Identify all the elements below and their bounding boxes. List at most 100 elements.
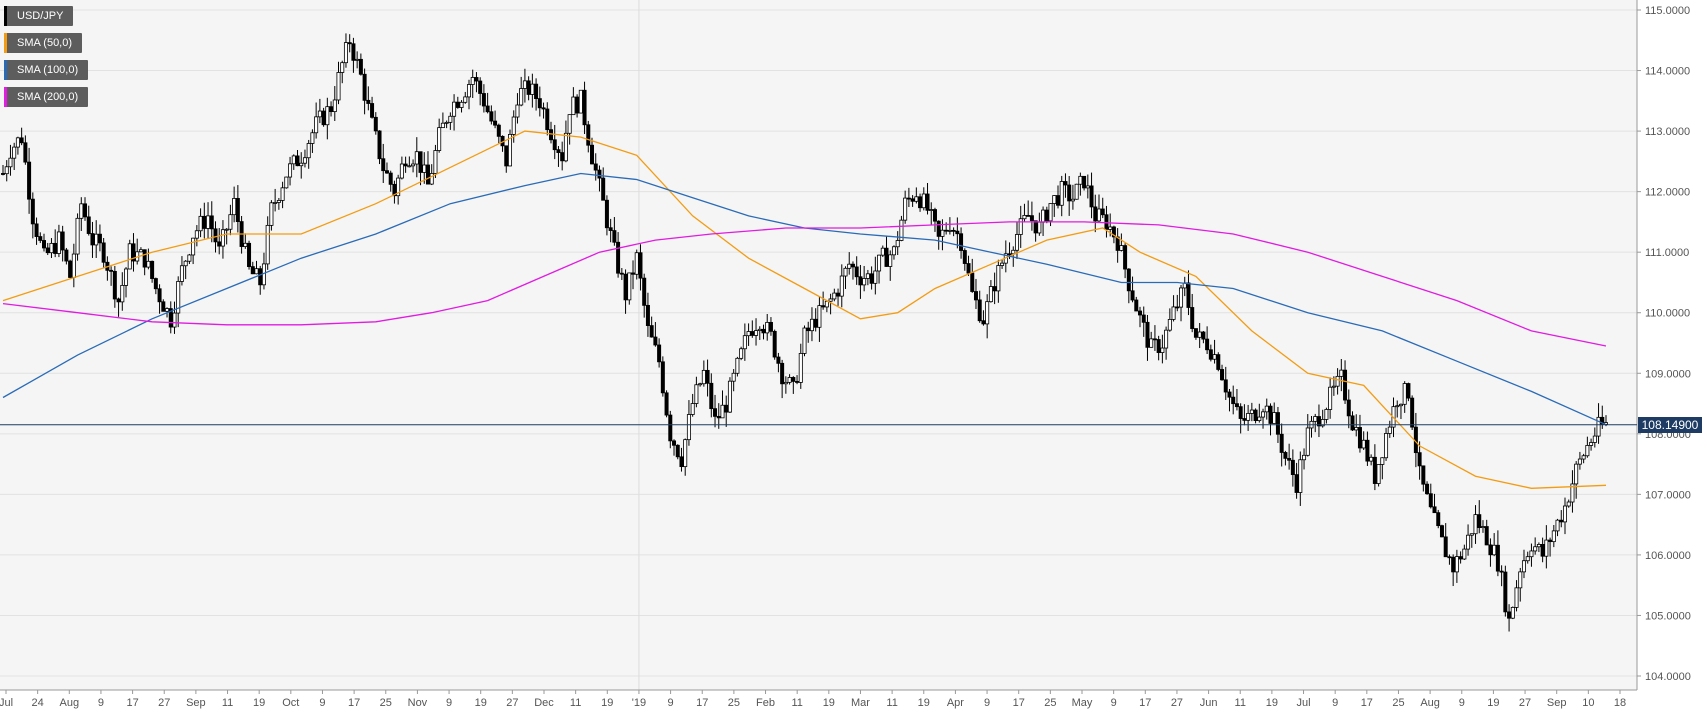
candle-body xyxy=(317,110,322,118)
x-tick-label: 11 xyxy=(1235,697,1246,709)
candle-body xyxy=(1033,220,1038,234)
legend-item-sma100[interactable]: SMA (100,0) xyxy=(4,60,89,80)
candle-body xyxy=(1503,571,1508,613)
candle-body xyxy=(1529,550,1534,558)
candle-body xyxy=(124,268,129,286)
candle-body xyxy=(1592,435,1597,443)
candle-body xyxy=(992,286,997,292)
candle-body xyxy=(291,155,296,165)
candle-body xyxy=(191,237,196,256)
candle-body xyxy=(783,381,788,385)
plot-background xyxy=(0,0,1637,690)
y-tick-label: 105.0000 xyxy=(1645,610,1691,622)
x-tick-label: 17 xyxy=(1361,697,1373,709)
candle-body xyxy=(314,116,319,134)
candle-body xyxy=(109,269,114,272)
candle-body xyxy=(183,260,188,267)
candle-body xyxy=(638,252,643,279)
candle-body xyxy=(209,215,214,230)
candle-body xyxy=(332,99,337,113)
candle-body xyxy=(414,151,419,165)
x-tick-label: Nov xyxy=(408,697,428,709)
candle-body xyxy=(0,173,6,175)
x-tick-label: 27 xyxy=(1171,697,1183,709)
candle-body xyxy=(202,215,207,229)
candle-body xyxy=(996,265,1001,292)
candle-body xyxy=(1231,396,1236,405)
candle-body xyxy=(407,165,412,168)
candle-body xyxy=(884,247,889,267)
candle-body xyxy=(94,233,99,246)
candle-body xyxy=(75,217,80,255)
candle-body xyxy=(1175,306,1180,309)
candle-body xyxy=(806,327,811,332)
candle-body xyxy=(198,215,203,232)
candle-body xyxy=(351,43,356,61)
candle-body xyxy=(504,145,509,167)
candle-body xyxy=(1227,391,1232,398)
legend-item-sma50[interactable]: SMA (50,0) xyxy=(4,33,83,53)
candle-body xyxy=(235,198,240,222)
candle-body xyxy=(809,318,814,332)
candle-body xyxy=(653,336,658,346)
candle-body xyxy=(664,392,669,416)
candle-body xyxy=(563,132,568,162)
candle-body xyxy=(45,247,50,254)
candle-body xyxy=(727,380,732,413)
candle-body xyxy=(713,408,718,417)
candle-body xyxy=(433,150,438,174)
candle-body xyxy=(1320,419,1325,427)
candle-body xyxy=(1365,439,1370,462)
candle-body xyxy=(847,263,852,269)
candle-body xyxy=(552,139,557,151)
candle-body xyxy=(1272,412,1277,424)
candle-body xyxy=(463,96,468,103)
candle-body xyxy=(1354,427,1359,431)
candle-body xyxy=(1242,418,1247,421)
candle-body xyxy=(336,72,341,101)
candle-body xyxy=(873,270,878,284)
candle-body xyxy=(1473,514,1478,535)
candle-body xyxy=(1484,526,1489,546)
candle-body xyxy=(53,242,58,254)
candle-body xyxy=(273,202,278,204)
candle-body xyxy=(1041,209,1046,223)
candle-body xyxy=(1037,221,1042,234)
x-tick-label: 9 xyxy=(668,697,674,709)
legend-item-sma200[interactable]: SMA (200,0) xyxy=(4,87,89,107)
candle-body xyxy=(1451,556,1456,573)
candle-body xyxy=(1369,456,1374,462)
candle-body xyxy=(388,172,393,185)
y-tick-label: 114.0000 xyxy=(1645,66,1690,78)
candle-body xyxy=(396,177,401,197)
candle-body xyxy=(1376,464,1381,484)
candle-body xyxy=(23,142,28,163)
candle-body xyxy=(832,292,837,300)
candle-body xyxy=(79,203,84,219)
x-tick-label: 9 xyxy=(446,697,452,709)
candle-body xyxy=(496,124,501,137)
candle-body xyxy=(694,384,699,404)
candle-body xyxy=(1499,570,1504,573)
x-tick-label: 18 xyxy=(1614,697,1626,709)
candle-body xyxy=(60,231,65,251)
candle-body xyxy=(1596,416,1601,437)
candle-body xyxy=(220,229,225,247)
legend-item-usdjpy[interactable]: USD/JPY xyxy=(4,6,74,26)
legend-swatch xyxy=(4,60,7,80)
candle-body xyxy=(1488,544,1493,556)
candle-body xyxy=(466,84,471,98)
candle-body xyxy=(537,98,542,109)
x-tick-label: 17 xyxy=(1013,697,1025,709)
candle-body xyxy=(1425,483,1430,495)
candle-body xyxy=(1480,526,1485,529)
candle-body xyxy=(493,120,498,126)
candle-body xyxy=(616,241,621,274)
candle-body xyxy=(1466,534,1471,550)
candle-body xyxy=(836,292,841,297)
candle-body xyxy=(1454,556,1459,573)
candle-body xyxy=(228,214,233,230)
candle-body xyxy=(1141,314,1146,323)
candle-body xyxy=(1302,454,1307,461)
